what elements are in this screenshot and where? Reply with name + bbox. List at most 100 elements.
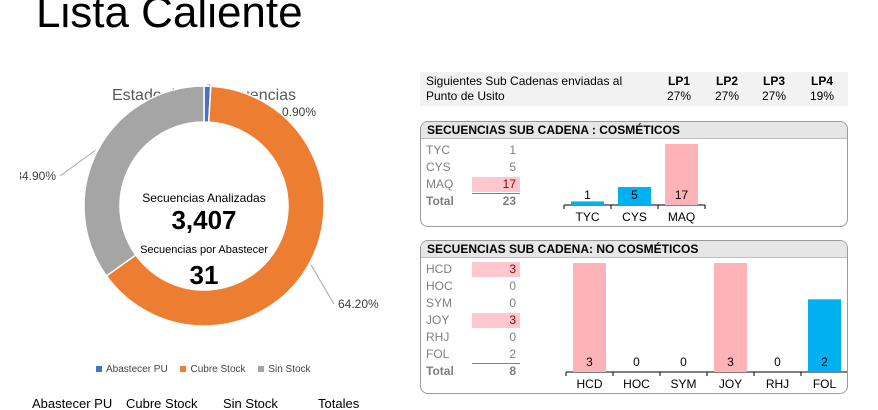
legend-item-cubre: Cubre Stock [180, 364, 246, 375]
footer-sin: Sin Stock [223, 396, 278, 410]
bar-data-label: 0 [680, 355, 687, 369]
lp-description: Siguientes Sub Cadenas enviadas al Punto… [426, 74, 623, 103]
bar [571, 201, 604, 205]
legend-swatch-icon [180, 366, 187, 373]
row-label: CYS [426, 160, 451, 174]
row-value: 17 [502, 177, 516, 191]
lp-col-1: LP1 27% [660, 74, 698, 104]
bar [573, 263, 606, 372]
bar-data-label: 2 [821, 355, 828, 369]
center-value-analizadas: 3,407 [171, 205, 236, 235]
row-label: TYC [426, 143, 450, 157]
row-value: 0 [509, 330, 516, 344]
legend-item-sin: Sin Stock [258, 364, 311, 375]
cosmeticos-bar-chart: 1 TYC 5 CYS 17 MAQ [563, 144, 706, 224]
lp-col-3: LP3 27% [755, 74, 793, 104]
bar-data-label: 3 [586, 355, 593, 369]
page-title: Lista Caliente [36, 0, 303, 37]
total-label: Total [426, 364, 454, 378]
no-cosmeticos-bar-chart: 3 HCD 0 HOC 0 SYM 3 JOY 0 RHJ 2 FOL [565, 263, 847, 391]
donut-data-label: 64.20% [338, 297, 379, 311]
no-cosmeticos-panel: SECUENCIAS SUB CADENA: NO COSMÉTICOS HCD… [420, 240, 848, 394]
bar [618, 187, 651, 205]
bar [808, 299, 841, 372]
lp-value: 27% [761, 89, 787, 103]
row-label: RHJ [426, 330, 450, 344]
row-label: SYM [426, 296, 453, 310]
row-value: 0 [509, 296, 516, 310]
legend-label: Cubre Stock [190, 364, 246, 375]
lp-header: LP2 [715, 74, 738, 88]
row-value: 0 [509, 279, 516, 293]
center-label-analizadas: Secuencias Analizadas [142, 191, 265, 205]
total-row: Total 23 [426, 193, 520, 210]
donut-slice [105, 85, 325, 327]
table-row: TYC 1 [426, 142, 520, 159]
table-row: MAQ 17 [426, 176, 520, 193]
bar-data-label: 0 [633, 355, 640, 369]
x-tick-label: HOC [623, 377, 650, 391]
lp-header: LP1 [667, 74, 690, 88]
bar-data-label: 5 [631, 188, 638, 202]
row-value: 2 [509, 347, 516, 361]
row-label: HCD [426, 262, 452, 276]
bar [714, 263, 747, 372]
donut-chart: Estado de las Secuencias0.90%64.20%34.90… [20, 83, 379, 327]
row-label: MAQ [426, 177, 454, 191]
x-tick-label: JOY [719, 377, 742, 391]
lp-table: Siguientes Sub Cadenas enviadas al Punto… [420, 72, 848, 106]
bar [665, 144, 698, 205]
row-label: FOL [426, 347, 450, 361]
cosmeticos-table: TYC 1 CYS 5 MAQ 17 Total 23 [426, 142, 520, 210]
legend-label: Abastecer PU [106, 364, 168, 375]
x-tick-label: FOL [813, 377, 837, 391]
table-row: JOY 3 [426, 312, 520, 329]
row-value: 3 [509, 262, 516, 276]
bar-data-label: 1 [584, 188, 591, 202]
total-value: 23 [502, 194, 516, 208]
lp-value: 27% [714, 89, 740, 103]
bar-data-label: 0 [774, 355, 781, 369]
x-tick-label: SYM [670, 377, 696, 391]
legend-label: Sin Stock [268, 364, 311, 375]
table-row: SYM 0 [426, 295, 520, 312]
row-value: 1 [509, 143, 516, 157]
total-row: Total 8 [426, 363, 520, 380]
x-tick-label: CYS [622, 210, 647, 224]
legend-swatch-icon [96, 366, 102, 373]
lp-header: LP3 [762, 74, 785, 88]
table-row: CYS 5 [426, 159, 520, 176]
donut-data-label: 0.90% [282, 105, 316, 119]
panel-header: SECUENCIAS SUB CADENA: NO COSMÉTICOS [421, 241, 847, 258]
donut-slice [83, 85, 205, 277]
bar-data-label: 17 [675, 188, 689, 202]
lp-header: LP4 [810, 74, 833, 88]
footer-totales: Totales [318, 396, 360, 410]
x-tick-label: MAQ [668, 210, 695, 224]
row-value: 3 [509, 313, 516, 327]
table-row: HCD 3 [426, 261, 520, 278]
lp-value: 19% [809, 89, 835, 103]
total-value: 8 [509, 364, 516, 378]
leader-line [310, 264, 335, 305]
row-label: JOY [426, 313, 450, 327]
cosmeticos-panel: SECUENCIAS SUB CADENA : COSMÉTICOS TYC 1 … [420, 121, 848, 227]
donut-data-label: 34.90% [20, 169, 56, 183]
footer-abastecer: Abastecer PU [32, 396, 113, 410]
total-label: Total [426, 194, 454, 208]
donut-legend: Abastecer PU Cubre Stock Sin Stock [96, 364, 321, 375]
table-row: FOL 2 [426, 346, 520, 363]
row-label: HOC [426, 279, 453, 293]
legend-item-abastecer: Abastecer PU [96, 364, 168, 375]
legend-swatch-icon [258, 366, 265, 373]
x-tick-label: HCD [577, 377, 603, 391]
x-tick-label: RHJ [766, 377, 789, 391]
donut-chart-panel: Estado de las Secuencias0.90%64.20%34.90… [20, 80, 410, 385]
leader-line [59, 149, 96, 177]
panel-header: SECUENCIAS SUB CADENA : COSMÉTICOS [421, 122, 847, 139]
center-label-abastecer: Secuencias por Abastecer [140, 244, 268, 256]
center-value-abastecer: 31 [190, 260, 219, 290]
lp-col-4: LP4 19% [803, 74, 841, 104]
lp-value: 27% [666, 89, 692, 103]
row-value: 5 [509, 160, 516, 174]
